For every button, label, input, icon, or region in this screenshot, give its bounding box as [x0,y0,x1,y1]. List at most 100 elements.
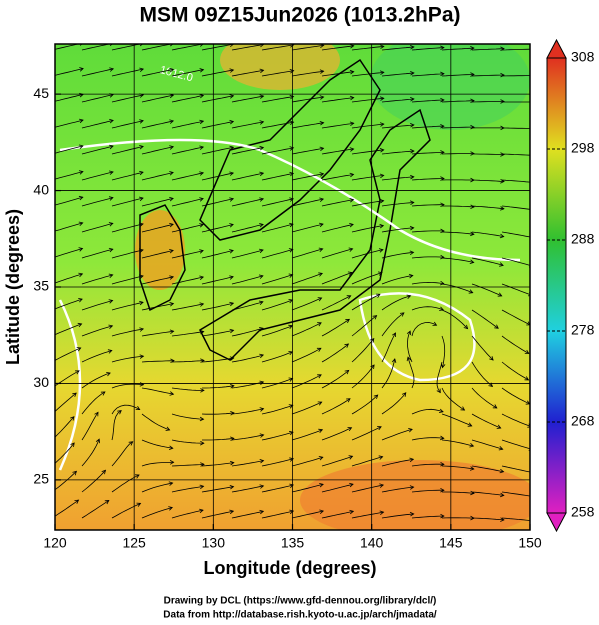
streamline [81,223,113,233]
x-tick-label: 150 [518,535,542,551]
streamline-arrow [258,274,264,279]
colorbar-tick-label: 258 [571,504,595,520]
streamline [81,274,113,285]
streamline [441,465,474,470]
streamline-arrow [169,249,174,254]
streamline [261,223,294,233]
streamline [442,491,475,494]
streamline [291,96,324,103]
streamline [171,172,204,181]
streamline [261,96,294,103]
streamline-arrow [470,204,475,210]
streamline-arrow [440,176,445,181]
streamline-arrow [169,329,175,335]
streamline-arrow [258,300,264,305]
streamline [321,45,354,51]
streamline-arrow [169,171,174,176]
streamline-arrow [169,196,174,202]
streamline-arrow [349,198,355,203]
streamline [111,223,144,233]
streamline-arrow [199,171,205,176]
streamline [201,486,234,493]
streamline-arrow [439,306,444,311]
streamline [411,47,444,51]
streamline [501,387,530,405]
streamline [231,147,264,155]
streamline [141,223,174,233]
streamline [381,150,414,155]
streamline-arrow [117,410,122,415]
streamline [501,179,530,183]
streamline-arrow [169,67,175,73]
streamline [231,434,264,441]
streamline-arrow [347,427,353,432]
streamline-arrow [109,44,113,47]
streamline [141,439,173,449]
streamline [231,44,264,51]
streamline [381,98,414,103]
streamline [381,458,414,467]
streamline [501,491,530,497]
streamline [321,224,354,233]
streamline [171,303,204,311]
streamline [321,343,349,363]
streamline [291,273,323,285]
streamline [141,172,174,181]
streamline [411,204,444,207]
streamline [381,124,414,129]
streamline-arrow [169,391,175,396]
streamline-arrow [108,247,114,253]
streamline-arrow [409,200,415,206]
streamline [141,250,174,259]
streamline-arrow [500,99,505,104]
streamline-arrow [436,388,441,394]
streamline-arrow [109,170,114,175]
streamline-arrow [526,321,530,326]
streamline-arrow [498,446,504,451]
streamline [291,297,322,311]
streamline [55,145,84,154]
streamline [141,94,174,103]
streamline [81,439,100,467]
streamline [171,439,204,444]
warm-region [220,44,340,90]
streamline-arrow [500,72,505,78]
streamline [441,387,465,411]
streamline [231,172,264,181]
streamline [381,428,413,441]
colorbar-tick-label: 278 [571,322,595,338]
streamline [291,70,324,77]
streamline [501,231,530,238]
streamline [381,72,414,77]
streamline [321,510,354,519]
streamline-arrow [391,358,397,364]
streamline [81,120,114,129]
streamline-arrow [439,280,445,286]
streamline [351,71,384,77]
x-tick-label: 120 [43,535,67,551]
streamline [231,485,264,493]
colorbar-tick-label: 288 [571,231,595,247]
streamline [321,427,352,441]
streamline-arrow [406,356,412,362]
streamline [231,121,264,129]
streamline-arrow [492,404,498,409]
streamline [351,315,377,337]
streamline-arrow [78,247,84,252]
streamline-arrow [440,254,445,260]
streamline-arrow [349,95,355,101]
streamline [55,222,83,232]
streamline [502,127,530,130]
streamline [201,276,234,285]
streamline [231,460,264,467]
streamline [231,275,264,285]
streamline-arrow [139,354,145,359]
streamline-arrow [78,144,84,149]
streamline [407,357,415,389]
colorbar [546,57,567,514]
streamline [111,146,144,155]
streamline [321,174,354,181]
streamline [441,439,474,447]
streamline-arrow [74,370,80,375]
streamline-arrow [199,145,205,150]
